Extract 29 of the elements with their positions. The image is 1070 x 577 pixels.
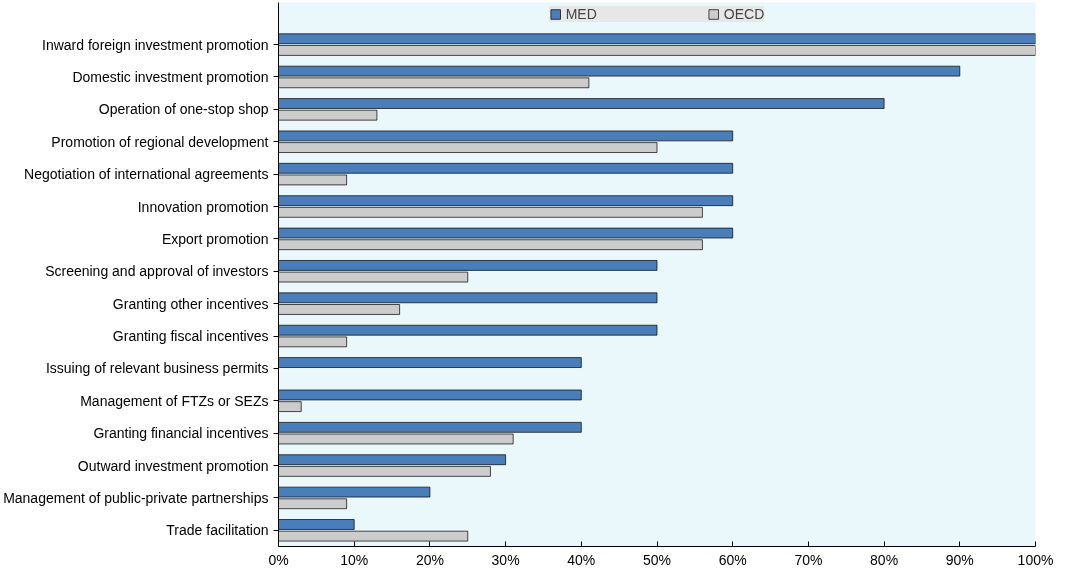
y-tick-label: Granting financial incentives — [93, 425, 269, 442]
y-tick-label: Export promotion — [161, 230, 269, 247]
legend-label: OECD — [723, 6, 765, 22]
x-tick-label: 10% — [340, 551, 369, 568]
legend-label: MED — [565, 6, 597, 22]
x-tick-label: 60% — [718, 551, 747, 568]
y-tick-label: Management of public-private partnerships — [3, 489, 269, 506]
x-tick-label: 20% — [415, 551, 444, 568]
x-tick-label: 100% — [1017, 551, 1054, 568]
y-tick-label: Operation of one-stop shop — [98, 101, 269, 118]
y-tick-label: Trade facilitation — [166, 522, 269, 539]
x-tick-label: 80% — [870, 551, 899, 568]
x-tick-label: 70% — [794, 551, 823, 568]
y-tick-label: Negotiation of international agreements — [24, 166, 269, 183]
x-tick-label: 50% — [642, 551, 672, 568]
x-tick-label: 90% — [945, 551, 974, 568]
y-tick-label: Domestic investment promotion — [72, 68, 269, 85]
y-tick-label: Outward investment promotion — [77, 457, 269, 474]
y-tick-label: Granting other incentives — [112, 295, 269, 312]
y-tick-label: Promotion of regional development — [51, 133, 269, 150]
y-tick-label: Inward foreign investment promotion — [42, 36, 269, 53]
y-tick-label: Management of FTZs or SEZs — [80, 392, 269, 409]
y-tick-label: Innovation promotion — [137, 198, 269, 215]
y-tick-label: Screening and approval of investors — [45, 263, 269, 280]
x-tick-label: 40% — [567, 551, 596, 568]
x-tick-label: 30% — [491, 551, 520, 568]
y-tick-label: Issuing of relevant business permits — [45, 360, 269, 377]
x-tick-label: 0% — [268, 551, 289, 568]
y-tick-label: Granting fiscal incentives — [112, 328, 269, 345]
